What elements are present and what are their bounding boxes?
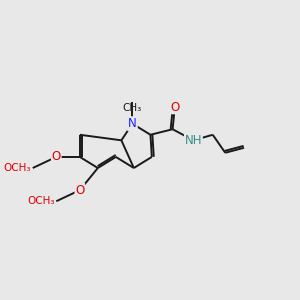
Text: N: N: [128, 117, 137, 130]
Text: CH₃: CH₃: [123, 103, 142, 113]
Text: NH: NH: [184, 134, 202, 147]
Text: OCH₃: OCH₃: [27, 196, 55, 206]
Text: O: O: [170, 100, 179, 114]
Text: OCH₃: OCH₃: [4, 163, 31, 173]
Text: O: O: [52, 150, 61, 164]
Text: O: O: [75, 184, 85, 197]
